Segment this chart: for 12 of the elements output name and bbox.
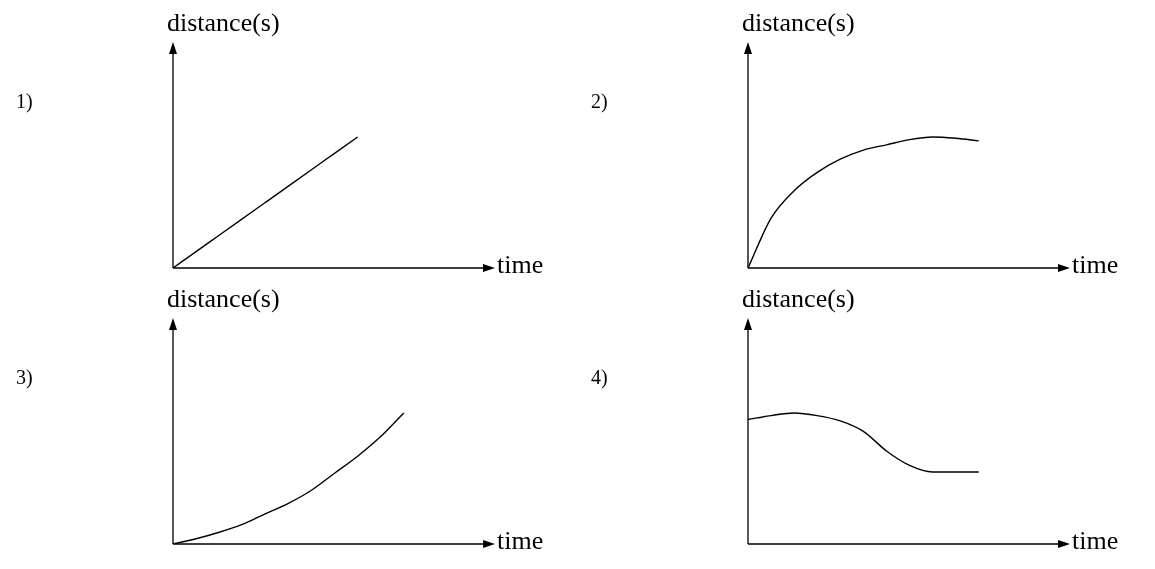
x-axis-title: time [1072, 525, 1119, 555]
x-axis-title: time [1072, 249, 1119, 279]
y-axis-title: distance(s) [167, 7, 280, 37]
text: 1) [16, 90, 33, 114]
text: 2) [591, 90, 608, 114]
text: 3) [16, 366, 33, 390]
text: 4) [591, 366, 608, 390]
y-axis-title: distance(s) [742, 7, 855, 37]
y-axis-title: distance(s) [742, 283, 855, 313]
y-axis-title: distance(s) [167, 283, 280, 313]
x-axis-title: time [497, 249, 544, 279]
x-axis-title: time [497, 525, 544, 555]
